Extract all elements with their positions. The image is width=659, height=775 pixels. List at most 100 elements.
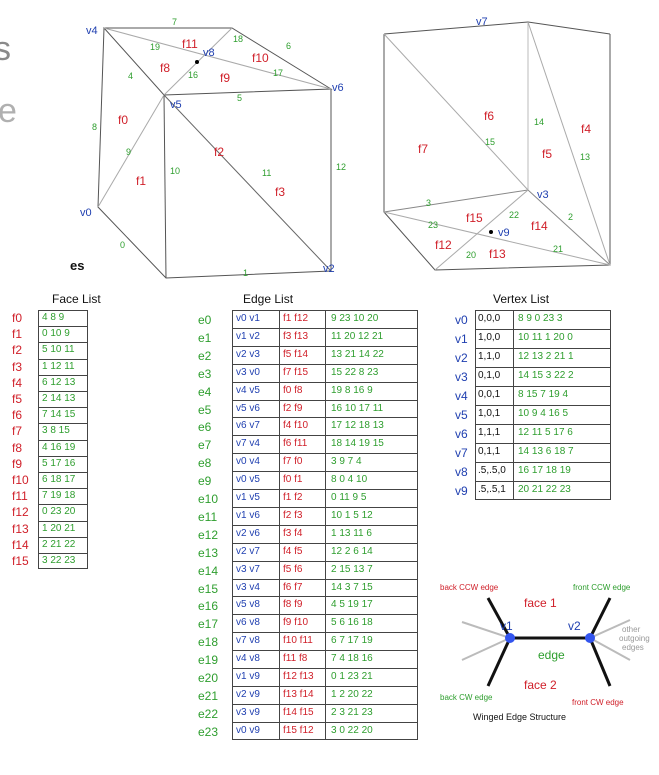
edge-faces: f6 f11 [283,438,308,450]
table-divider [232,524,418,526]
edge-faces: f6 f7 [283,581,303,593]
cut-text-e: e [0,92,17,130]
edge-wings: 8 0 4 10 [331,474,368,486]
other-label: other [622,625,641,634]
table-divider [38,342,88,344]
face-label: f11 [182,37,198,51]
table-divider [475,481,611,482]
edge-wings: 1 2 20 22 [331,688,373,700]
face-edges: 1 20 21 [42,522,76,534]
vertex-edges: 8 15 7 19 4 [518,389,569,400]
outgoing-label: outgoing [619,634,650,643]
back-ccw-label: back CCW edge [440,583,499,592]
vertex-edges: 12 13 2 21 1 [518,351,574,362]
edge-label: 4 [128,71,133,81]
table-divider [232,596,418,598]
face-edges: 7 14 15 [42,409,76,421]
edge-vertices: v2 v7 [236,545,260,557]
edge-wings: 12 2 6 14 [331,545,373,557]
table-divider [232,489,418,490]
edge-label: 21 [553,244,563,254]
face-label: f4 [581,122,591,136]
vertex-id: v8 [455,465,468,479]
edge-id: e10 [198,492,219,506]
face-edges: 0 23 20 [42,506,76,518]
face-id: f14 [12,537,29,552]
table-divider [475,348,611,349]
table-divider [232,345,418,347]
edge-vertices: v0 v1 [236,313,260,324]
edge-faces: f2 f9 [283,402,303,414]
edge-wings: 3 9 7 4 [331,456,362,468]
table-divider [38,374,88,376]
edge-label: 1 [243,268,248,278]
face2-label: face 2 [524,678,557,692]
edges-label: edges [622,643,644,652]
face-id: f6 [12,408,23,423]
face-id: f3 [12,359,23,374]
vertex-position: .5,.5,0 [478,465,506,476]
edge-label: 8 [92,122,97,132]
face-label: f6 [484,109,494,123]
face-id: f4 [12,375,23,390]
face-label: f15 [466,211,483,225]
v1-label: v1 [500,619,513,633]
table-divider [38,326,88,328]
edge-id: e12 [198,527,219,542]
face-id: f13 [12,521,29,536]
table-divider [38,423,88,425]
edge-label: 17 [273,68,283,78]
vertex-label: v7 [476,16,488,28]
vertex-id: v0 [455,313,468,327]
edge-id: e18 [198,635,219,650]
edge-faces: f1 f12 [283,313,309,324]
edge-faces: f10 f11 [283,635,313,647]
edge-wings: 4 5 19 17 [331,599,373,611]
table-divider [38,536,88,538]
edge-label: 14 [534,117,544,127]
edge-id: e5 [198,402,212,417]
table-divider [475,424,611,425]
edge-id: e11 [198,509,218,524]
vertex-label: v4 [86,25,98,37]
vertex-label: v6 [332,82,344,94]
table-divider [38,504,88,506]
face-label: f8 [160,61,170,75]
edge-wings: 15 22 8 23 [331,366,379,378]
edge-faces: f5 f6 [283,563,303,575]
edge-faces: f3 f13 [283,330,309,342]
edge-id: e22 [198,706,219,721]
edge-id: e8 [198,456,212,471]
table-divider [38,520,88,522]
edge-faces: f8 f9 [283,599,303,611]
table-divider [38,488,88,490]
table-divider [232,542,418,544]
vertex-id: v4 [455,389,468,403]
face-label: f12 [435,238,452,252]
table-divider [38,407,88,409]
table-divider [232,632,418,634]
edge-label: 20 [466,250,476,260]
edge-word-label: edge [538,648,565,662]
edge-wings: 9 23 10 20 [331,313,379,324]
edge-vertices: v1 v6 [236,509,260,521]
edge-id: e16 [198,599,219,614]
edge-faces: f14 f15 [283,706,314,718]
face-edges: 5 17 16 [42,457,76,469]
edge-faces: f5 f14 [283,348,309,360]
edge-wings: 19 8 16 9 [331,384,373,396]
edge-label: 5 [237,93,242,103]
edge-vertices: v1 v5 [236,492,260,503]
front-cw-label: front CW edge [572,698,624,707]
table-divider [232,650,418,652]
edge-wings: 18 14 19 15 [331,438,384,450]
edge-label: 22 [509,210,519,220]
edge-id: e21 [198,688,219,703]
edge-wings: 11 20 12 21 [331,330,384,342]
edge-faces: f1 f2 [283,492,303,503]
edge-label: 7 [172,17,177,27]
vertex-position: 1,0,0 [478,332,501,343]
face-edges: 4 8 9 [42,312,65,323]
edge-label: 16 [188,70,198,80]
table-divider [232,417,418,419]
